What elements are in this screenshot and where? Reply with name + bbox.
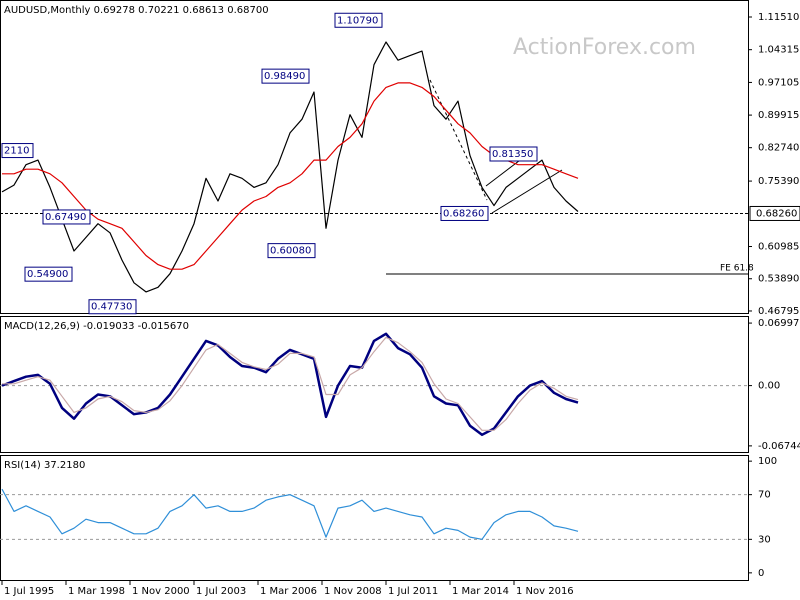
x-tick-label: 1 Nov 2016 — [516, 586, 574, 597]
y-tick-label: 0.60985 — [758, 242, 799, 253]
annotation-label: 0.81350 — [492, 149, 533, 160]
annotation-box — [489, 146, 538, 162]
x-tick-label: 1 Jul 1995 — [4, 586, 54, 597]
annotation-label: 0.67490 — [45, 212, 86, 223]
last-price-box — [749, 205, 800, 221]
watermark: ActionForex.com — [513, 35, 696, 60]
y-tick-label: 70 — [758, 490, 771, 501]
y-tick-label: 0.00 — [758, 381, 780, 392]
y-tick-label: 30 — [758, 534, 771, 545]
y-tick-label: 0.46795 — [758, 306, 799, 317]
y-tick-label: 0.97105 — [758, 77, 799, 88]
y-tick-label: 0.82740 — [758, 143, 799, 154]
annotation-box — [1, 143, 34, 159]
annotation-label: 0.47730 — [91, 302, 132, 313]
y-tick-label: 0.53890 — [758, 274, 799, 285]
annotation-box — [24, 266, 73, 282]
y-tick-label: 0.75390 — [758, 176, 799, 187]
y-tick-label: 1.11510 — [758, 12, 799, 23]
annotation-label: 0.98490 — [264, 71, 305, 82]
annotation-box — [334, 12, 383, 28]
trend-line — [491, 169, 563, 214]
y-tick-label: 0.069977 — [758, 318, 800, 329]
series-line — [1, 332, 579, 437]
annotation-label: 0.60080 — [270, 246, 311, 257]
x-tick-label: 1 Nov 2008 — [324, 586, 382, 597]
x-tick-label: 1 Mar 2014 — [452, 586, 509, 597]
x-tick-label: 1 Mar 2006 — [260, 586, 317, 597]
macd-title: MACD(12,26,9) -0.019033 -0.015670 — [4, 321, 189, 332]
chart-title: AUDUSD,Monthly 0.69278 0.70221 0.68613 0… — [4, 5, 269, 16]
annotation-label: 0.68260 — [443, 208, 484, 219]
price-panel — [0, 0, 749, 314]
series-line — [1, 488, 579, 540]
series-line — [2, 336, 579, 431]
annotation-box — [88, 299, 137, 315]
x-tick-label: 1 Jul 2011 — [388, 586, 438, 597]
x-tick-label: 1 Jul 2003 — [196, 586, 246, 597]
level-label: FE 61.8 — [720, 263, 754, 273]
y-tick-label: 1.04315 — [758, 45, 799, 56]
annotation-box — [261, 68, 310, 84]
x-tick-label: 1 Nov 2000 — [132, 586, 190, 597]
annotation-box — [267, 243, 316, 259]
y-tick-label: 100 — [758, 456, 777, 467]
y-tick-label: 0.89915 — [758, 110, 799, 121]
annotation-box — [42, 209, 91, 225]
last-price-label: 0.68260 — [756, 208, 797, 219]
x-tick-label: 1 Mar 1998 — [68, 586, 125, 597]
series-line — [1, 41, 579, 293]
macd-panel — [0, 316, 749, 453]
rsi-panel — [0, 455, 749, 581]
series-line — [2, 82, 579, 270]
y-tick-label: -0.067448 — [758, 441, 800, 452]
trend-line — [429, 79, 488, 201]
annotation-label: 1.10790 — [337, 15, 378, 26]
annotation-label: 0.54900 — [27, 269, 68, 280]
annotation-box — [440, 205, 489, 221]
annotation-label: 2110 — [4, 146, 29, 157]
y-tick-label: 0 — [758, 568, 764, 579]
rsi-title: RSI(14) 37.2180 — [4, 460, 85, 471]
